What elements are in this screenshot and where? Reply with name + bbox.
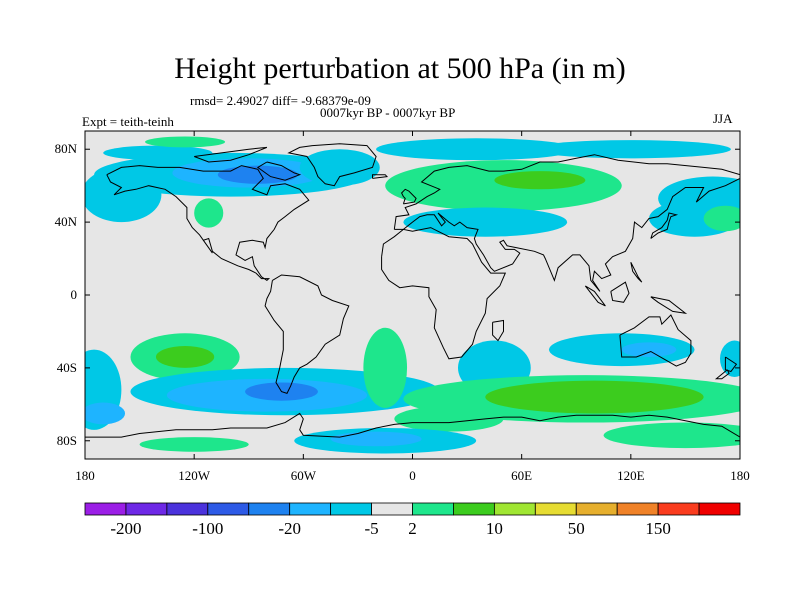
x-tick-label-4: 60E (511, 468, 533, 483)
y-tick-label-4: 80S (56, 432, 77, 448)
colorbar-box-12 (575, 502, 618, 516)
anomaly-region-18 (155, 346, 215, 368)
experiment-label: Expt = teith-teinh (82, 114, 174, 129)
anomaly-region-4 (217, 165, 298, 184)
anomaly-region-25 (548, 333, 695, 367)
x-tick-label-2: 60W (290, 468, 316, 483)
anomaly-region-1 (145, 136, 226, 148)
coastline-arctic-islands (194, 146, 268, 163)
anomaly-region-5 (299, 149, 380, 186)
anomaly-region-15 (703, 205, 740, 232)
colorbar-box-5 (289, 502, 332, 516)
colorbar-label-4: 2 (408, 519, 417, 538)
anomaly-region-30 (394, 406, 504, 432)
coastline-greenland (287, 143, 377, 187)
coastline-north-america (106, 165, 310, 282)
colorbar-box-13 (616, 502, 659, 516)
coastline-antarctica (85, 412, 740, 438)
anomaly-region-7 (194, 198, 224, 228)
coastline-baffin (256, 161, 302, 181)
y-tick-label-3: 40S (56, 359, 77, 375)
anomaly-region-10 (376, 138, 577, 161)
colorbar-box-6 (330, 502, 372, 516)
coastline-great-britain (400, 188, 417, 205)
map-title: Height perturbation at 500 hPa (in m) (174, 52, 626, 85)
colorbar-box-9 (453, 502, 495, 516)
colorbar-label-2: -20 (278, 519, 302, 538)
coastline-africa (381, 227, 507, 360)
anomaly-region-31 (603, 422, 740, 449)
coastline-iceland (372, 174, 389, 179)
y-tick-label-0: 80N (54, 141, 77, 157)
colorbar-box-8 (412, 502, 454, 516)
anomaly-region-29 (485, 380, 704, 414)
colorbar-box-2 (166, 502, 209, 516)
colorbar-box-10 (493, 502, 536, 516)
coastline-borneo (610, 281, 630, 303)
colorbar-box-15 (698, 502, 741, 516)
colorbar-box-4 (248, 502, 291, 516)
coastline-sumatra (584, 285, 606, 307)
colorbar-box-0 (84, 502, 127, 516)
colorbar-box-1 (125, 502, 168, 516)
y-tick-label-1: 40N (54, 214, 77, 230)
anomaly-region-11 (530, 140, 731, 159)
y-axis-ticks (85, 148, 740, 442)
coastline-new-zealand-south (714, 369, 730, 380)
anomaly-regions (85, 136, 740, 454)
rmsd-label: rmsd= 2.49027 diff= -9.68379e-09 (190, 93, 371, 108)
y-tick-label-2: 0 (70, 287, 78, 302)
colorbar-label-5: 10 (485, 519, 503, 538)
colorbar-label-6: 50 (567, 519, 585, 538)
x-tick-label-3: 0 (409, 468, 416, 483)
x-tick-label-6: 180 (730, 468, 750, 483)
colorbar (84, 502, 741, 516)
anomaly-region-12 (403, 207, 568, 237)
anomaly-region-34 (330, 431, 422, 447)
coastline-new-zealand (724, 356, 738, 373)
period-label: 0007kyr BP - 0007kyr BP (320, 105, 456, 120)
anomaly-region-9 (494, 171, 586, 190)
coastline-madagascar (492, 319, 504, 342)
coastline-philippines (630, 261, 643, 283)
coastline-eurasia (393, 154, 740, 292)
coastline-south-america (264, 274, 350, 395)
colorbar-label-0: -200 (110, 519, 142, 538)
x-tick-label-5: 120E (617, 468, 645, 483)
x-tick-label-1: 120W (178, 468, 211, 483)
colorbar-label-7: 150 (645, 519, 671, 538)
colorbar-label-3: -5 (364, 519, 379, 538)
coastlines (85, 143, 740, 438)
colorbar-box-7 (371, 502, 413, 516)
coastline-new-guinea (650, 296, 688, 314)
season-label: JJA (713, 111, 733, 126)
colorbar-box-11 (534, 502, 577, 516)
anomaly-region-6 (85, 167, 162, 223)
colorbar-box-14 (657, 502, 700, 516)
anomaly-region-22 (85, 402, 126, 425)
x-tick-label-0: 180 (75, 468, 95, 483)
anomaly-region-26 (621, 342, 677, 357)
anomaly-region-23 (363, 327, 408, 408)
x-axis-ticks (84, 131, 741, 459)
colorbar-box-3 (207, 502, 250, 516)
colorbar-label-1: -100 (192, 519, 224, 538)
anomaly-region-32 (139, 437, 249, 452)
coastline-japan (650, 212, 679, 239)
coastline-australia (619, 314, 692, 367)
